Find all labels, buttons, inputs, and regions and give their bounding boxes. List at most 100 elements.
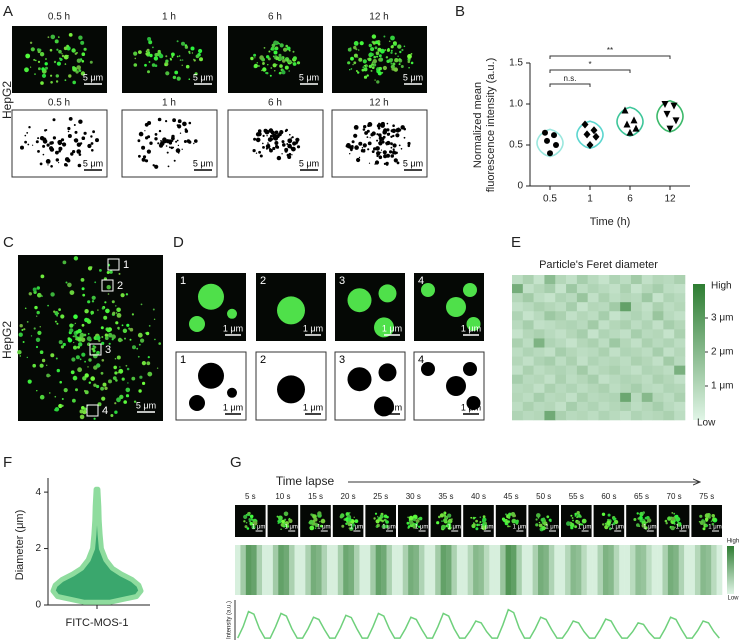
intensity-stripe: [700, 545, 707, 595]
heatmap-cell: [544, 311, 556, 321]
particle: [133, 51, 138, 56]
particle: [49, 48, 53, 52]
micrograph: [334, 351, 406, 421]
particle: [39, 394, 45, 400]
heatmap-cell: [598, 410, 610, 421]
heatmap-cell: [620, 320, 632, 330]
intensity-stripe: [337, 545, 344, 595]
particle: [156, 367, 159, 369]
intensity-stripe: [586, 545, 593, 595]
heatmap-cell: [533, 347, 545, 357]
particle: [390, 45, 394, 49]
intensity-stripe: [673, 545, 680, 595]
particle: [80, 40, 85, 45]
heatmap-cell: [674, 311, 686, 321]
heatmap-cell: [630, 374, 643, 385]
heatmap-cell: [652, 383, 664, 394]
heatmap-cell: [620, 392, 632, 403]
heatmap-cell: [630, 410, 643, 421]
particle: [101, 396, 106, 401]
heatmap-cell: [641, 365, 653, 375]
heatmap-cell: [587, 302, 599, 312]
particle: [139, 375, 143, 379]
particle: [574, 515, 577, 517]
particle: [252, 521, 258, 526]
particle: [482, 517, 487, 522]
scale-bar-label: 1 μm: [415, 525, 428, 531]
particle: [351, 523, 356, 527]
particle: [253, 137, 257, 141]
particle: [36, 310, 40, 315]
particle: [399, 130, 401, 132]
particle: [60, 138, 65, 142]
particle: [579, 523, 582, 526]
particle: [581, 523, 584, 526]
particle: [37, 150, 40, 153]
frame-label: 25 s: [373, 492, 388, 501]
particle: [269, 140, 272, 142]
data-point: [581, 120, 589, 129]
heatmap-cell: [544, 338, 556, 348]
particle: [397, 55, 399, 58]
particle: [380, 151, 382, 154]
heatmap-cell: [512, 410, 524, 421]
particle: [345, 522, 348, 525]
particle: [86, 336, 92, 341]
particle: [103, 315, 108, 320]
particle: [152, 164, 155, 167]
particle: [63, 46, 68, 51]
particle: [148, 325, 151, 327]
intensity-stripe: [429, 545, 436, 595]
intensity-stripe: [597, 545, 604, 595]
heatmap-cell: [652, 320, 664, 330]
particle: [52, 118, 56, 122]
particle: [45, 129, 48, 131]
particle: [181, 148, 183, 150]
particle: [574, 512, 577, 516]
particle: [81, 60, 85, 63]
heatmap-cell: [641, 392, 653, 403]
particle: [119, 366, 121, 368]
heatmap-cell: [598, 329, 610, 339]
particle: [55, 158, 59, 162]
particle: [154, 137, 158, 141]
frame-label: 40 s: [471, 492, 486, 501]
particle: [147, 356, 150, 359]
image-number: 2: [260, 354, 266, 366]
particle: [536, 513, 541, 518]
particle: [144, 130, 146, 132]
heatmap-cell: [544, 383, 556, 394]
particle: [677, 522, 680, 524]
intensity-stripe: [364, 545, 371, 595]
particle: [83, 47, 87, 51]
particle: [366, 58, 369, 60]
particle: [84, 373, 89, 378]
particle: [26, 132, 29, 134]
heatmap-cell: [641, 302, 653, 312]
roi-label: 3: [105, 344, 111, 356]
particle: [72, 398, 76, 403]
particle: [32, 363, 36, 368]
particle: [421, 283, 435, 297]
intensity-line: [237, 608, 720, 639]
particle: [158, 342, 161, 345]
particle: [410, 61, 414, 65]
particle: [463, 283, 477, 297]
particle: [73, 324, 75, 326]
data-point: [547, 150, 553, 157]
heatmap-cell: [630, 347, 643, 357]
particle: [353, 53, 358, 58]
particle: [71, 357, 76, 362]
y-tick-label: 1.0: [509, 99, 523, 110]
particle: [446, 376, 466, 396]
heatmap-cell: [674, 410, 686, 421]
particle: [89, 60, 93, 64]
particle: [159, 141, 165, 146]
heatmap-cell: [533, 374, 545, 385]
heatmap-cell: [576, 293, 588, 303]
particle: [347, 517, 352, 522]
particle: [363, 75, 368, 79]
intensity-stripe: [343, 545, 349, 595]
heatmap-cell: [598, 284, 610, 294]
intensity-stripe: [321, 545, 328, 595]
